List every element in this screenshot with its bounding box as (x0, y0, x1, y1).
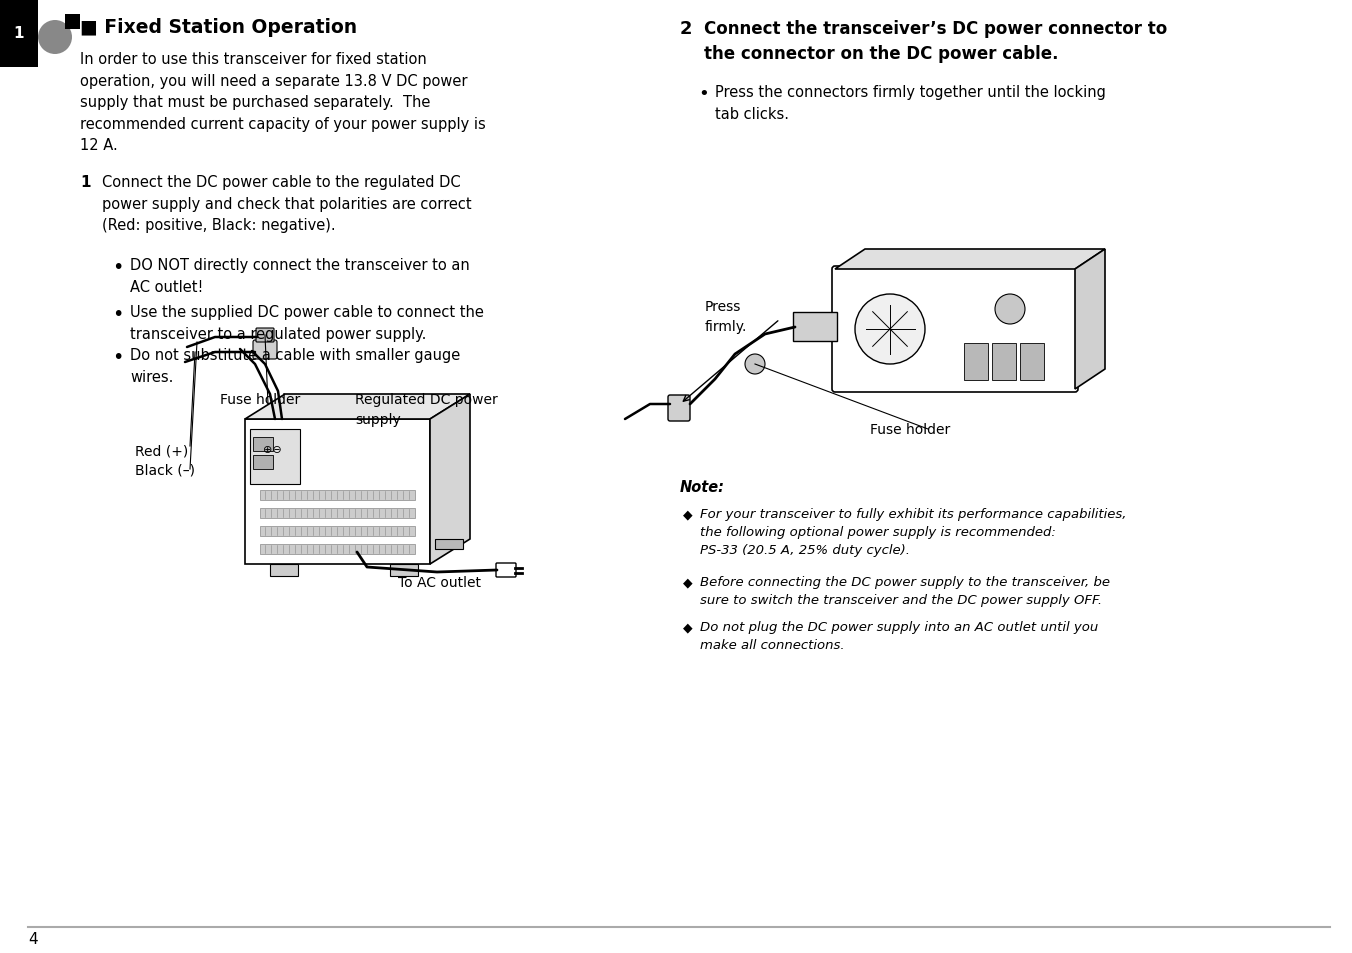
Text: Connect the transceiver’s DC power connector to
the connector on the DC power ca: Connect the transceiver’s DC power conne… (704, 20, 1167, 63)
Text: Red (+): Red (+) (135, 444, 188, 458)
Text: Do not plug the DC power supply into an AC outlet until you
make all connections: Do not plug the DC power supply into an … (700, 620, 1098, 651)
Text: •: • (698, 85, 708, 103)
Text: Black (–): Black (–) (135, 463, 195, 477)
Text: ◆: ◆ (683, 620, 692, 634)
FancyBboxPatch shape (1019, 344, 1044, 380)
FancyBboxPatch shape (260, 526, 415, 537)
Text: DO NOT directly connect the transceiver to an
AC outlet!: DO NOT directly connect the transceiver … (130, 257, 469, 294)
Text: •: • (112, 348, 123, 367)
Text: For your transceiver to fully exhibit its performance capabilities,
the followin: For your transceiver to fully exhibit it… (700, 507, 1126, 557)
Text: 4: 4 (28, 931, 38, 946)
Text: 1: 1 (14, 27, 24, 42)
FancyBboxPatch shape (245, 419, 430, 564)
FancyBboxPatch shape (435, 539, 462, 550)
Text: In order to use this transceiver for fixed station
operation, you will need a se: In order to use this transceiver for fix… (80, 52, 485, 153)
FancyBboxPatch shape (260, 509, 415, 518)
Polygon shape (836, 250, 1105, 270)
Circle shape (38, 21, 72, 55)
FancyBboxPatch shape (260, 491, 415, 500)
Text: Press
firmly.: Press firmly. (704, 299, 748, 334)
Text: Regulated DC power
supply: Regulated DC power supply (356, 393, 498, 427)
FancyBboxPatch shape (250, 430, 300, 484)
Text: Note:: Note: (680, 479, 725, 495)
Text: 1: 1 (80, 174, 91, 190)
FancyBboxPatch shape (253, 437, 273, 452)
Text: Fuse holder: Fuse holder (220, 393, 300, 407)
FancyBboxPatch shape (992, 344, 1015, 380)
Text: 2: 2 (680, 20, 692, 38)
FancyBboxPatch shape (794, 313, 837, 341)
Circle shape (745, 355, 765, 375)
Text: ◆: ◆ (683, 576, 692, 588)
FancyBboxPatch shape (253, 340, 277, 359)
FancyBboxPatch shape (270, 564, 297, 577)
Text: To AC outlet: To AC outlet (397, 576, 481, 589)
FancyBboxPatch shape (389, 564, 418, 577)
Text: ◆: ◆ (683, 507, 692, 520)
Polygon shape (430, 395, 470, 564)
Text: ■ Fixed Station Operation: ■ Fixed Station Operation (80, 18, 357, 37)
FancyBboxPatch shape (253, 456, 273, 470)
Circle shape (995, 294, 1025, 325)
Text: Press the connectors firmly together until the locking
tab clicks.: Press the connectors firmly together unt… (715, 85, 1106, 121)
FancyBboxPatch shape (260, 544, 415, 555)
FancyBboxPatch shape (496, 563, 516, 578)
FancyBboxPatch shape (256, 329, 274, 343)
Text: •: • (112, 257, 123, 276)
Polygon shape (1075, 250, 1105, 390)
Bar (0, 0, 38, 68)
Polygon shape (245, 395, 470, 419)
Text: Before connecting the DC power supply to the transceiver, be
sure to switch the : Before connecting the DC power supply to… (700, 576, 1110, 606)
Text: Use the supplied DC power cable to connect the
transceiver to a regulated power : Use the supplied DC power cable to conne… (130, 305, 484, 341)
FancyBboxPatch shape (964, 344, 988, 380)
FancyBboxPatch shape (668, 395, 690, 421)
FancyBboxPatch shape (831, 267, 1078, 393)
Text: Fuse holder: Fuse holder (869, 422, 950, 436)
Text: •: • (112, 305, 123, 324)
Text: Do not substitute a cable with smaller gauge
wires.: Do not substitute a cable with smaller g… (130, 348, 460, 384)
Circle shape (854, 294, 925, 365)
Text: Connect the DC power cable to the regulated DC
power supply and check that polar: Connect the DC power cable to the regula… (101, 174, 472, 233)
Bar (65, 15, 80, 30)
Text: ⊕⊖: ⊕⊖ (264, 444, 281, 455)
